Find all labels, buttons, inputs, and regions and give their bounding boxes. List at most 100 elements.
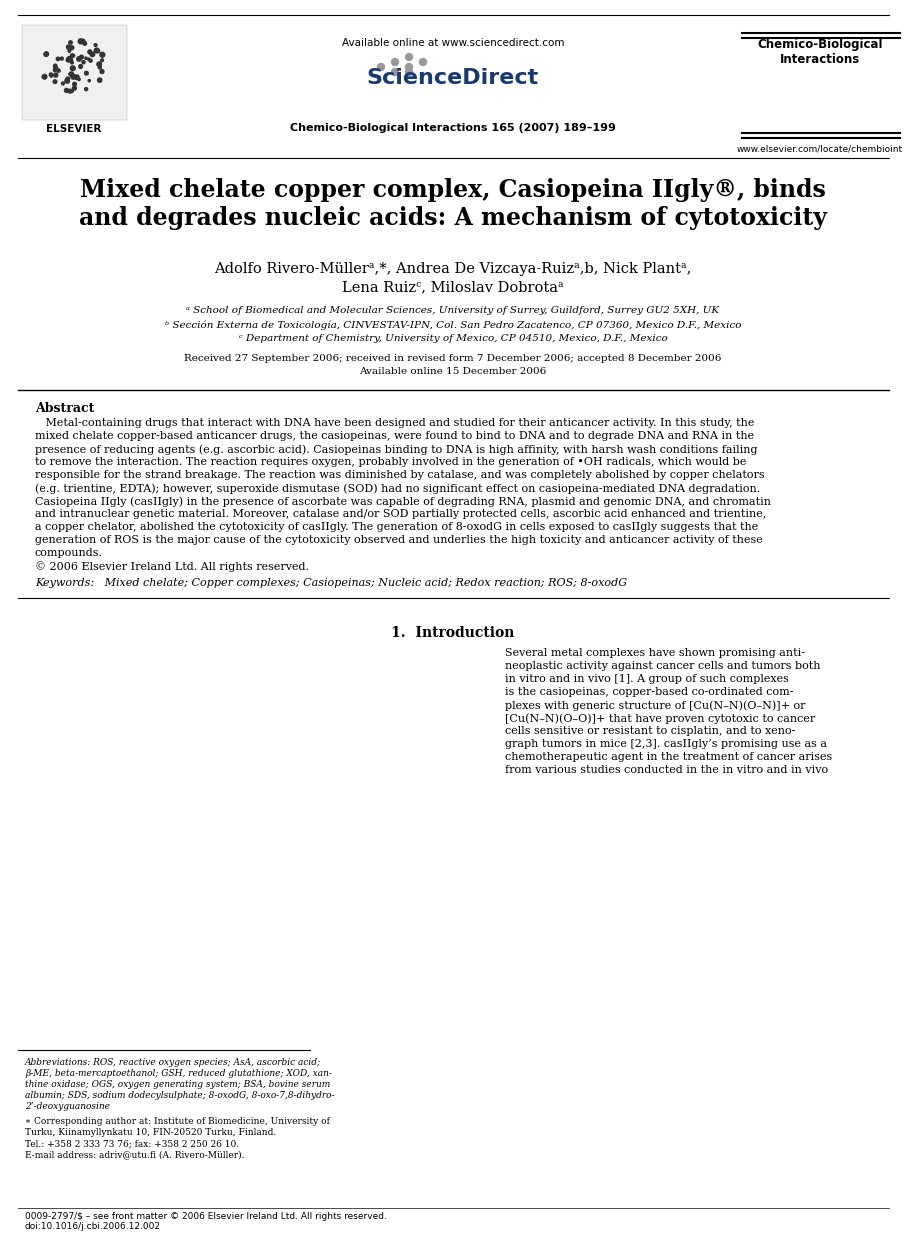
Text: albumin; SDS, sodium dodecylsulphate; 8-oxodG, 8-oxo-7,8-dihydro-: albumin; SDS, sodium dodecylsulphate; 8-… bbox=[25, 1091, 335, 1100]
Circle shape bbox=[62, 82, 64, 85]
Circle shape bbox=[88, 79, 91, 82]
Text: neoplastic activity against cancer cells and tumors both: neoplastic activity against cancer cells… bbox=[505, 661, 821, 670]
Text: Adolfo Rivero-Müllerᵃ,*, Andrea De Vizcaya-Ruizᵃ,b, Nick Plantᵃ,: Adolfo Rivero-Müllerᵃ,*, Andrea De Vizca… bbox=[214, 262, 692, 276]
Text: and intranuclear genetic material. Moreover, catalase and/or SOD partially prote: and intranuclear genetic material. Moreo… bbox=[35, 508, 766, 520]
Circle shape bbox=[78, 38, 83, 43]
Text: is the casiopeinas, copper-based co-ordinated com-: is the casiopeinas, copper-based co-ordi… bbox=[505, 687, 794, 696]
Circle shape bbox=[70, 90, 72, 93]
Circle shape bbox=[94, 48, 99, 53]
Text: ᶜ Department of Chemistry, University of Mexico, CP 04510, Mexico, D.F., Mexico: ᶜ Department of Chemistry, University of… bbox=[239, 334, 668, 343]
Text: ScienceDirect: ScienceDirect bbox=[366, 68, 539, 88]
Circle shape bbox=[71, 53, 74, 57]
Circle shape bbox=[78, 78, 80, 80]
Circle shape bbox=[67, 57, 72, 62]
Circle shape bbox=[377, 63, 385, 71]
Circle shape bbox=[72, 90, 73, 93]
Text: Casiopeina IIgly (casIIgly) in the presence of ascorbate was capable of degradin: Casiopeina IIgly (casIIgly) in the prese… bbox=[35, 496, 771, 507]
Text: Chemico-Biological Interactions 165 (2007) 189–199: Chemico-Biological Interactions 165 (200… bbox=[290, 122, 616, 134]
Circle shape bbox=[405, 53, 413, 61]
Text: Lena Ruizᶜ, Miloslav Dobrotaᵃ: Lena Ruizᶜ, Miloslav Dobrotaᵃ bbox=[342, 280, 564, 294]
Text: Keywords:   Mixed chelate; Copper complexes; Casiopeinas; Nucleic acid; Redox re: Keywords: Mixed chelate; Copper complexe… bbox=[35, 578, 627, 588]
Circle shape bbox=[98, 66, 102, 69]
Text: graph tumors in mice [2,3]. casIIgly’s promising use as a: graph tumors in mice [2,3]. casIIgly’s p… bbox=[505, 738, 827, 748]
Circle shape bbox=[71, 74, 75, 79]
Circle shape bbox=[73, 83, 76, 87]
Circle shape bbox=[66, 77, 70, 80]
Circle shape bbox=[68, 89, 73, 93]
Circle shape bbox=[69, 73, 72, 75]
Text: generation of ROS is the major cause of the cytotoxicity observed and underlies : generation of ROS is the major cause of … bbox=[35, 534, 763, 546]
Text: Mixed chelate copper complex, Casiopeina IIgly®, binds
and degrades nucleic acid: Mixed chelate copper complex, Casiopeina… bbox=[79, 178, 827, 230]
Circle shape bbox=[79, 64, 83, 68]
Circle shape bbox=[97, 62, 102, 67]
Circle shape bbox=[84, 88, 88, 90]
Circle shape bbox=[50, 75, 53, 77]
Circle shape bbox=[73, 87, 76, 90]
Circle shape bbox=[74, 75, 79, 79]
Circle shape bbox=[88, 58, 90, 61]
Circle shape bbox=[71, 61, 73, 64]
Circle shape bbox=[84, 72, 88, 75]
Text: β-ME, beta-mercaptoethanol; GSH, reduced glutathione; XOD, xan-: β-ME, beta-mercaptoethanol; GSH, reduced… bbox=[25, 1069, 332, 1077]
Text: Tel.: +358 2 333 73 76; fax: +358 2 250 26 10.: Tel.: +358 2 333 73 76; fax: +358 2 250 … bbox=[25, 1139, 239, 1148]
Text: [Cu(N–N)(O–O)]+ that have proven cytotoxic to cancer: [Cu(N–N)(O–O)]+ that have proven cytotox… bbox=[505, 713, 815, 724]
Circle shape bbox=[43, 74, 47, 79]
Circle shape bbox=[94, 43, 97, 47]
Text: compounds.: compounds. bbox=[35, 548, 103, 558]
Text: 0009-2797/$ – see front matter © 2006 Elsevier Ireland Ltd. All rights reserved.: 0009-2797/$ – see front matter © 2006 El… bbox=[25, 1212, 387, 1221]
Text: 1.  Introduction: 1. Introduction bbox=[391, 626, 514, 640]
Circle shape bbox=[54, 66, 58, 71]
Circle shape bbox=[81, 40, 85, 43]
Circle shape bbox=[54, 80, 57, 83]
Text: Metal-containing drugs that interact with DNA have been designed and studied for: Metal-containing drugs that interact wit… bbox=[35, 418, 755, 428]
Text: ᵇ Sección Externa de Toxicología, CINVESTAV-IPN, Col. San Pedro Zacatenco, CP 07: ᵇ Sección Externa de Toxicología, CINVES… bbox=[165, 320, 741, 329]
Circle shape bbox=[67, 46, 71, 49]
Circle shape bbox=[68, 48, 71, 51]
Circle shape bbox=[98, 78, 102, 83]
Circle shape bbox=[49, 73, 53, 77]
FancyBboxPatch shape bbox=[22, 25, 127, 120]
Text: presence of reducing agents (e.g. ascorbic acid). Casiopeinas binding to DNA is : presence of reducing agents (e.g. ascorb… bbox=[35, 444, 757, 454]
Circle shape bbox=[100, 52, 105, 57]
Text: ELSEVIER: ELSEVIER bbox=[46, 124, 102, 134]
Text: Abbreviations: ROS, reactive oxygen species; AsA, ascorbic acid;: Abbreviations: ROS, reactive oxygen spec… bbox=[25, 1058, 321, 1068]
Text: © 2006 Elsevier Ireland Ltd. All rights reserved.: © 2006 Elsevier Ireland Ltd. All rights … bbox=[35, 562, 309, 571]
Circle shape bbox=[56, 57, 60, 61]
Text: Chemico-Biological
Interactions: Chemico-Biological Interactions bbox=[757, 38, 883, 66]
Circle shape bbox=[83, 42, 86, 46]
Text: in vitro and in vivo [1]. A group of such complexes: in vitro and in vivo [1]. A group of suc… bbox=[505, 674, 789, 684]
Circle shape bbox=[79, 66, 82, 68]
Circle shape bbox=[392, 58, 398, 66]
Circle shape bbox=[89, 59, 93, 62]
Circle shape bbox=[68, 58, 71, 61]
Circle shape bbox=[90, 52, 94, 57]
Circle shape bbox=[80, 56, 83, 59]
Circle shape bbox=[44, 52, 48, 57]
Circle shape bbox=[97, 49, 100, 53]
Text: from various studies conducted in the in vitro and in vivo: from various studies conducted in the in… bbox=[505, 764, 828, 776]
Circle shape bbox=[69, 41, 73, 45]
Circle shape bbox=[66, 58, 71, 62]
Text: E-mail address: adriv@utu.fi (A. Rivero-Müller).: E-mail address: adriv@utu.fi (A. Rivero-… bbox=[25, 1150, 245, 1159]
Circle shape bbox=[88, 49, 92, 54]
Circle shape bbox=[73, 54, 74, 57]
Circle shape bbox=[405, 63, 413, 71]
Circle shape bbox=[54, 73, 58, 77]
Circle shape bbox=[77, 57, 82, 61]
Text: Several metal complexes have shown promising anti-: Several metal complexes have shown promi… bbox=[505, 648, 805, 658]
Circle shape bbox=[64, 88, 69, 93]
Text: www.elsevier.com/locate/chembioint: www.elsevier.com/locate/chembioint bbox=[736, 143, 903, 153]
Text: Available online at www.sciencedirect.com: Available online at www.sciencedirect.co… bbox=[342, 38, 564, 48]
Text: ∗ Corresponding author at: Institute of Biomedicine, University of: ∗ Corresponding author at: Institute of … bbox=[25, 1117, 330, 1126]
Circle shape bbox=[69, 72, 73, 77]
Text: ᵃ School of Biomedical and Molecular Sciences, University of Surrey, Guildford, : ᵃ School of Biomedical and Molecular Sci… bbox=[187, 306, 719, 315]
Circle shape bbox=[85, 57, 87, 59]
Text: responsible for the strand breakage. The reaction was diminished by catalase, an: responsible for the strand breakage. The… bbox=[35, 470, 765, 480]
Circle shape bbox=[57, 69, 60, 72]
Text: chemotherapeutic agent in the treatment of cancer arises: chemotherapeutic agent in the treatment … bbox=[505, 752, 833, 762]
Circle shape bbox=[69, 58, 73, 62]
Text: a copper chelator, abolished the cytotoxicity of casIIgly. The generation of 8-o: a copper chelator, abolished the cytotox… bbox=[35, 522, 758, 532]
Circle shape bbox=[100, 69, 104, 73]
Text: Abstract: Abstract bbox=[35, 402, 94, 414]
Circle shape bbox=[68, 49, 71, 52]
